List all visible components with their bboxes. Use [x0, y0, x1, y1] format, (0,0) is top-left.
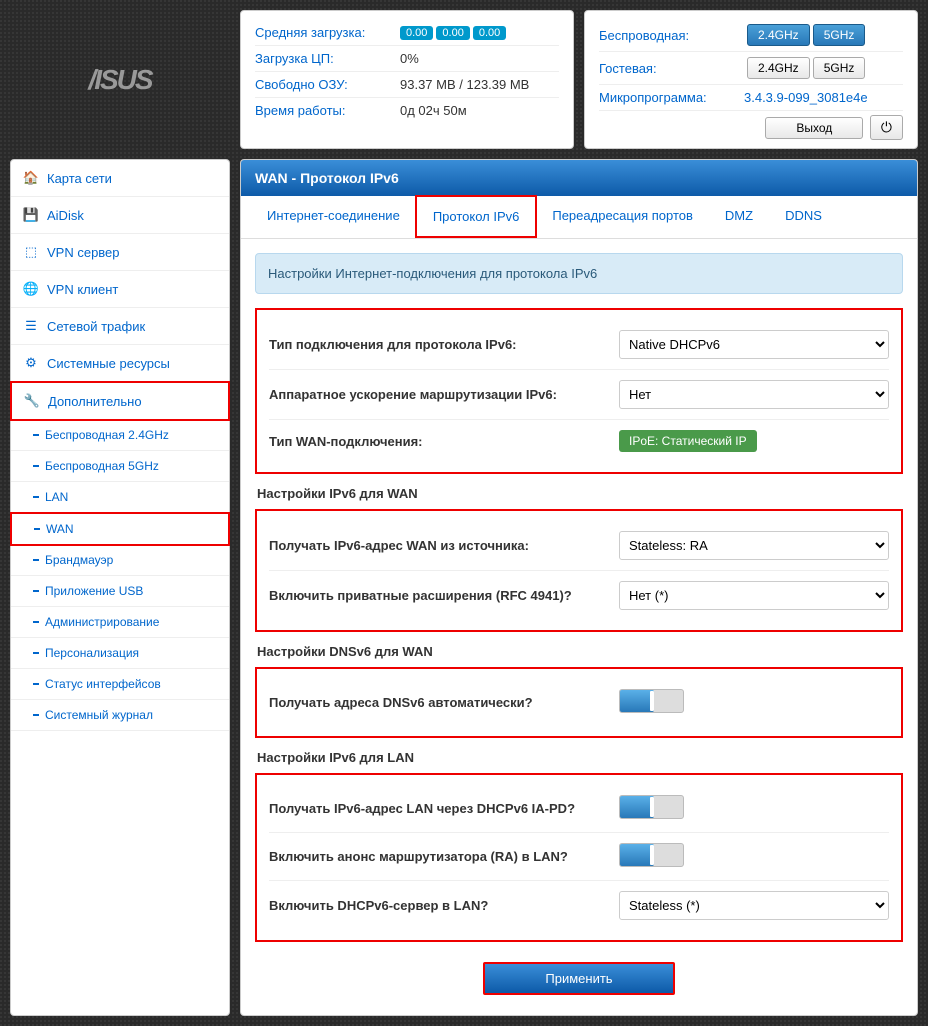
wifi-5-button[interactable]: 5GHz	[813, 24, 866, 46]
ipv6-conn-type-label: Тип подключения для протокола IPv6:	[269, 337, 619, 352]
content-panel: WAN - Протокол IPv6 Интернет-соединение …	[240, 159, 918, 1016]
nav-advanced[interactable]: 🔧Дополнительно	[10, 381, 230, 421]
wan-type-value: IPoE: Статический IP	[619, 430, 757, 452]
firmware-link[interactable]: 3.4.3.9-099_3081e4e	[744, 90, 868, 105]
hw-accel-label: Аппаратное ускорение маршрутизации IPv6:	[269, 387, 619, 402]
nav-sub-wan[interactable]: WAN	[10, 512, 230, 546]
apply-button[interactable]: Применить	[483, 962, 674, 995]
nav-sub-interface-status[interactable]: Статус интерфейсов	[11, 669, 229, 700]
vpn-server-icon: ⬚	[23, 244, 39, 260]
logo: /ISUS	[10, 10, 230, 149]
avg-load-value: 0.000.000.00	[400, 24, 509, 40]
wan-ipv6-source-label: Получать IPv6-адрес WAN из источника:	[269, 538, 619, 553]
power-button[interactable]: ⏻	[870, 115, 903, 140]
nav-vpn-server[interactable]: ⬚VPN сервер	[11, 234, 229, 271]
nav-sub-wireless-24[interactable]: Беспроводная 2.4GHz	[11, 420, 229, 451]
lan-ra-toggle[interactable]	[619, 843, 684, 867]
lan-dhcpv6-label: Включить DHCPv6-сервер в LAN?	[269, 898, 619, 913]
uptime-label: Время работы:	[255, 103, 400, 118]
nav-sub-firewall[interactable]: Брандмауэр	[11, 545, 229, 576]
tabs: Интернет-соединение Протокол IPv6 Переад…	[241, 196, 917, 239]
nav-aidisk[interactable]: 💾AiDisk	[11, 197, 229, 234]
sidebar: 🏠Карта сети 💾AiDisk ⬚VPN сервер 🌐VPN кли…	[10, 159, 230, 1016]
cpu-load-value: 0%	[400, 51, 419, 66]
disk-icon: 💾	[23, 207, 39, 223]
nav-sub-syslog[interactable]: Системный журнал	[11, 700, 229, 731]
tab-internet[interactable]: Интернет-соединение	[251, 196, 416, 238]
wifi-24-button[interactable]: 2.4GHz	[747, 24, 810, 46]
wireless-buttons: 2.4GHz5GHz	[744, 24, 865, 46]
power-icon: ⏻	[881, 119, 892, 135]
traffic-icon: ☰	[23, 318, 39, 334]
nav-sub-admin[interactable]: Администрирование	[11, 607, 229, 638]
stats-panel-2: Беспроводная: 2.4GHz5GHz Гостевая: 2.4GH…	[584, 10, 918, 149]
wan-type-label: Тип WAN-подключения:	[269, 434, 619, 449]
nav-sub-lan[interactable]: LAN	[11, 482, 229, 513]
lan-ra-label: Включить анонс маршрутизатора (RA) в LAN…	[269, 849, 619, 864]
tab-port-forward[interactable]: Переадресация портов	[536, 196, 709, 238]
lan-iapd-label: Получать IPv6-адрес LAN через DHCPv6 IA-…	[269, 801, 619, 816]
guest-label: Гостевая:	[599, 61, 744, 76]
section-dns-title: Настройки DNSv6 для WAN	[255, 632, 903, 667]
page-title: WAN - Протокол IPv6	[241, 160, 917, 196]
avg-load-label: Средняя загрузка:	[255, 25, 400, 40]
free-ram-label: Свободно ОЗУ:	[255, 77, 400, 92]
nav-sub-personalization[interactable]: Персонализация	[11, 638, 229, 669]
nav-system-resources[interactable]: ⚙Системные ресурсы	[11, 345, 229, 382]
info-box: Настройки Интернет-подключения для прото…	[255, 253, 903, 294]
section-connection-type: Тип подключения для протокола IPv6: Nati…	[255, 308, 903, 474]
section-dnsv6: Получать адреса DNSv6 автоматически?	[255, 667, 903, 738]
nav-sub-usb[interactable]: Приложение USB	[11, 576, 229, 607]
section-wan-title: Настройки IPv6 для WAN	[255, 474, 903, 509]
wan-ipv6-source-select[interactable]: Stateless: RA	[619, 531, 889, 560]
privacy-ext-label: Включить приватные расширения (RFC 4941)…	[269, 588, 619, 603]
wireless-label: Беспроводная:	[599, 28, 744, 43]
wrench-icon: 🔧	[24, 393, 40, 409]
home-icon: 🏠	[23, 170, 39, 186]
lan-iapd-toggle[interactable]	[619, 795, 684, 819]
section-wan-ipv6: Получать IPv6-адрес WAN из источника: St…	[255, 509, 903, 632]
uptime-value: 0д 02ч 50м	[400, 103, 467, 118]
stats-panel-1: Средняя загрузка: 0.000.000.00 Загрузка …	[240, 10, 574, 149]
guest-24-button[interactable]: 2.4GHz	[747, 57, 810, 79]
guest-buttons: 2.4GHz5GHz	[744, 57, 865, 79]
nav-network-map[interactable]: 🏠Карта сети	[11, 160, 229, 197]
ipv6-conn-type-select[interactable]: Native DHCPv6	[619, 330, 889, 359]
resources-icon: ⚙	[23, 355, 39, 371]
dnsv6-auto-toggle[interactable]	[619, 689, 684, 713]
section-lan-title: Настройки IPv6 для LAN	[255, 738, 903, 773]
nav-sub-wireless-5[interactable]: Беспроводная 5GHz	[11, 451, 229, 482]
privacy-ext-select[interactable]: Нет (*)	[619, 581, 889, 610]
lan-dhcpv6-select[interactable]: Stateless (*)	[619, 891, 889, 920]
tab-ipv6[interactable]: Протокол IPv6	[415, 195, 538, 238]
nav-traffic[interactable]: ☰Сетевой трафик	[11, 308, 229, 345]
logout-button[interactable]: Выход	[765, 117, 863, 139]
section-lan-ipv6: Получать IPv6-адрес LAN через DHCPv6 IA-…	[255, 773, 903, 942]
dnsv6-auto-label: Получать адреса DNSv6 автоматически?	[269, 695, 619, 710]
tab-ddns[interactable]: DDNS	[769, 196, 838, 238]
free-ram-value: 93.37 MB / 123.39 MB	[400, 77, 529, 92]
guest-5-button[interactable]: 5GHz	[813, 57, 866, 79]
hw-accel-select[interactable]: Нет	[619, 380, 889, 409]
nav-vpn-client[interactable]: 🌐VPN клиент	[11, 271, 229, 308]
cpu-load-label: Загрузка ЦП:	[255, 51, 400, 66]
firmware-label: Микропрограмма:	[599, 90, 744, 105]
tab-dmz[interactable]: DMZ	[709, 196, 769, 238]
vpn-client-icon: 🌐	[23, 281, 39, 297]
